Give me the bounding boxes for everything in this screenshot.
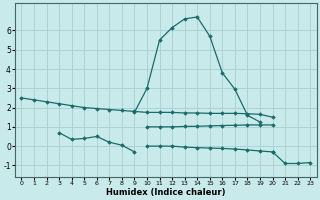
X-axis label: Humidex (Indice chaleur): Humidex (Indice chaleur) xyxy=(106,188,226,197)
